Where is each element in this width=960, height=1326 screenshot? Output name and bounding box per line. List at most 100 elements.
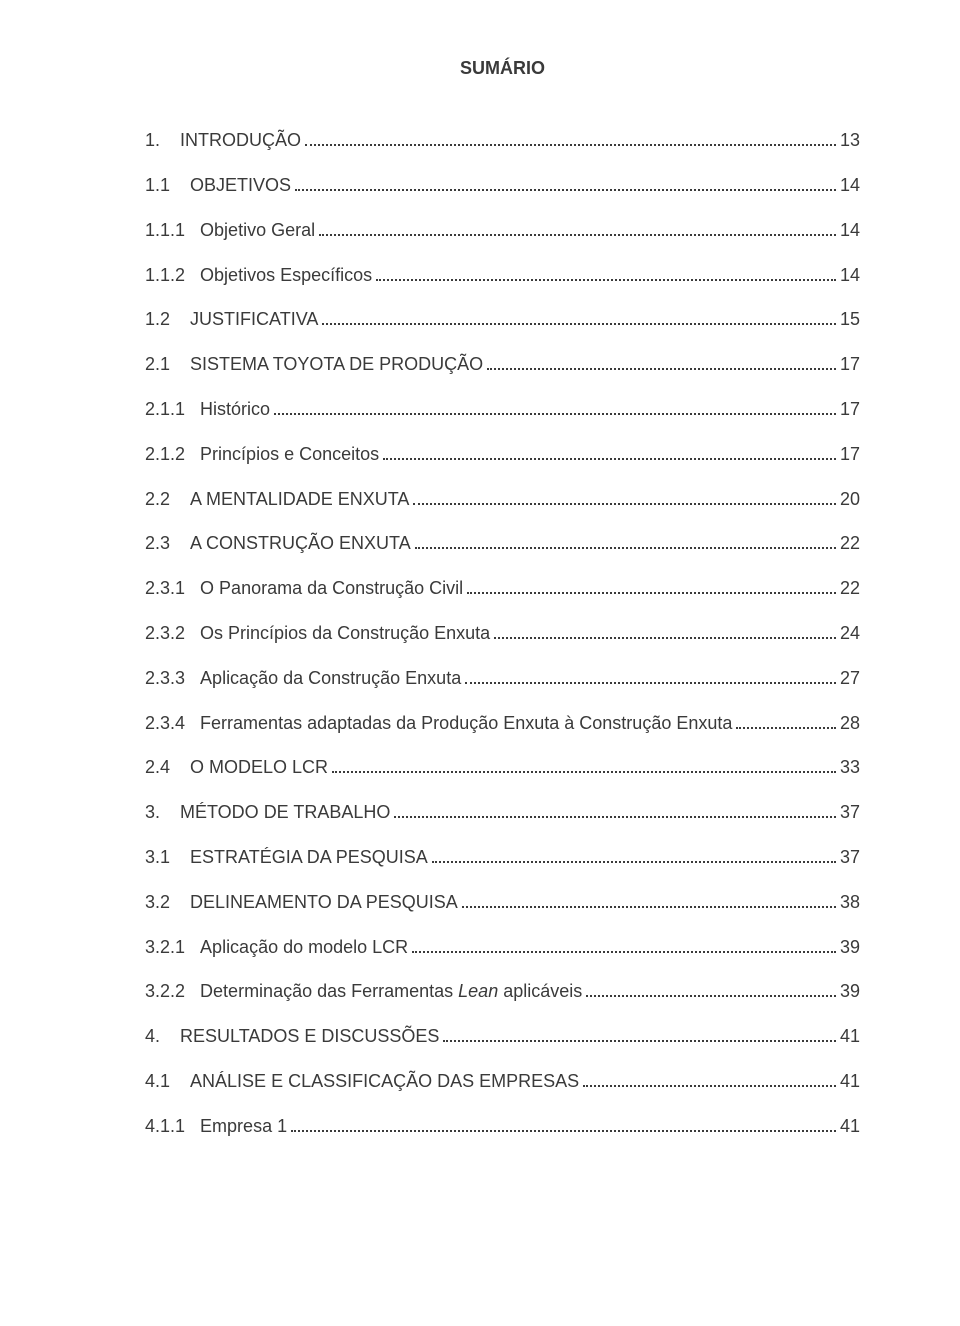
toc-entry-number: 1.1.2 (145, 264, 200, 287)
toc-entry-number: 3. (145, 801, 180, 824)
toc-entry-number: 2.3.4 (145, 712, 200, 735)
toc-entry-page: 24 (840, 622, 860, 645)
toc-entry: 2.3.2 Os Princípios da Construção Enxuta… (145, 622, 860, 645)
toc-entry-number: 4.1 (145, 1070, 190, 1093)
toc-entry-label: INTRODUÇÃO (180, 129, 301, 152)
toc-entry-page: 14 (840, 174, 860, 197)
toc-entry-label: Aplicação da Construção Enxuta (200, 667, 461, 690)
toc-leader-dots (467, 577, 836, 594)
toc-leader-dots (586, 980, 836, 997)
toc-entry: 2.1.1 Histórico 17 (145, 398, 860, 421)
toc-entry-label: ANÁLISE E CLASSIFICAÇÃO DAS EMPRESAS (190, 1070, 579, 1093)
toc-entry: 2.1 SISTEMA TOYOTA DE PRODUÇÃO17 (145, 353, 860, 376)
toc-entry-label: Histórico (200, 398, 270, 421)
toc-entry: 4. RESULTADOS E DISCUSSÕES41 (145, 1025, 860, 1048)
toc-leader-dots (322, 308, 836, 325)
toc-entry-label: Empresa 1 (200, 1115, 287, 1138)
toc-entry-page: 33 (840, 756, 860, 779)
toc-leader-dots (291, 1115, 836, 1132)
toc-entry-label: O MODELO LCR (190, 756, 328, 779)
toc-leader-dots (376, 263, 836, 280)
toc-leader-dots (415, 532, 836, 549)
toc-entry: 2.3.3 Aplicação da Construção Enxuta 27 (145, 667, 860, 690)
toc-entry-page: 41 (840, 1070, 860, 1093)
toc-entry-label: Determinação das Ferramentas Lean aplicá… (200, 980, 582, 1003)
toc-leader-dots (319, 219, 836, 236)
toc-entry-page: 37 (840, 801, 860, 824)
toc-entry-page: 20 (840, 488, 860, 511)
toc-entry-page: 39 (840, 936, 860, 959)
toc-leader-dots (465, 667, 836, 684)
toc-leader-dots (443, 1025, 836, 1042)
toc-entry: 2.1.2 Princípios e Conceitos 17 (145, 443, 860, 466)
toc-entry-page: 27 (840, 667, 860, 690)
toc-entry-number: 2.1.2 (145, 443, 200, 466)
toc-entry-page: 13 (840, 129, 860, 152)
toc-entry-label: DELINEAMENTO DA PESQUISA (190, 891, 458, 914)
toc-entry-page: 14 (840, 219, 860, 242)
toc-entry-number: 4. (145, 1025, 180, 1048)
toc-entry: 2.3.4 Ferramentas adaptadas da Produção … (145, 711, 860, 734)
toc-leader-dots (736, 711, 836, 728)
toc-leader-dots (413, 487, 836, 504)
toc-entry: 2.3.1 O Panorama da Construção Civil22 (145, 577, 860, 600)
toc-leader-dots (412, 935, 836, 952)
toc-entry-page: 37 (840, 846, 860, 869)
toc-leader-dots (332, 756, 836, 773)
toc-entry-number: 2.3 (145, 532, 190, 555)
toc-entry: 4.1.1 Empresa 1 41 (145, 1115, 860, 1138)
toc-leader-dots (305, 129, 836, 146)
toc-entry-page: 15 (840, 308, 860, 331)
document-page: SUMÁRIO 1. INTRODUÇÃO131.1 OBJETIVOS141.… (0, 0, 960, 1326)
toc-entry-label: A MENTALIDADE ENXUTA (190, 488, 409, 511)
toc-entry-number: 2.3.1 (145, 577, 200, 600)
toc-entry-number: 3.2.1 (145, 936, 200, 959)
toc-entry-label: OBJETIVOS (190, 174, 291, 197)
toc-entry-label: Aplicação do modelo LCR (200, 936, 408, 959)
toc-leader-dots (383, 443, 836, 460)
toc-entry: 3.2.2 Determinação das Ferramentas Lean … (145, 980, 860, 1003)
toc-entry: 1.1.1 Objetivo Geral 14 (145, 219, 860, 242)
page-title: SUMÁRIO (145, 58, 860, 79)
toc-entry-label: Objetivo Geral (200, 219, 315, 242)
toc-entry-number: 1.1.1 (145, 219, 200, 242)
toc-entry-number: 3.1 (145, 846, 190, 869)
toc-entry: 2.3 A CONSTRUÇÃO ENXUTA22 (145, 532, 860, 555)
toc-entry: 1. INTRODUÇÃO 13 (145, 129, 860, 152)
toc-entry: 3.1 ESTRATÉGIA DA PESQUISA 37 (145, 846, 860, 869)
toc-entry-number: 3.2 (145, 891, 190, 914)
toc-leader-dots (487, 353, 836, 370)
toc-entry-label: Princípios e Conceitos (200, 443, 379, 466)
toc-entry-page: 17 (840, 443, 860, 466)
toc-entry-number: 1. (145, 129, 180, 152)
toc-entry-number: 2.3.3 (145, 667, 200, 690)
toc-entry-label: RESULTADOS E DISCUSSÕES (180, 1025, 439, 1048)
toc-entry-number: 1.1 (145, 174, 190, 197)
toc-entry-number: 3.2.2 (145, 980, 200, 1003)
toc-entry-page: 41 (840, 1115, 860, 1138)
toc-entry-label: ESTRATÉGIA DA PESQUISA (190, 846, 428, 869)
toc-leader-dots (295, 174, 836, 191)
toc-entry: 3.2 DELINEAMENTO DA PESQUISA38 (145, 891, 860, 914)
toc-entry-number: 1.2 (145, 308, 190, 331)
toc-leader-dots (494, 622, 836, 639)
toc-entry-page: 39 (840, 980, 860, 1003)
toc-entry: 2.2 A MENTALIDADE ENXUTA20 (145, 487, 860, 510)
toc-entry-number: 2.1.1 (145, 398, 200, 421)
toc-leader-dots (432, 846, 836, 863)
toc-entry-label: A CONSTRUÇÃO ENXUTA (190, 532, 411, 555)
toc-entry: 1.1 OBJETIVOS 14 (145, 174, 860, 197)
toc-entry: 4.1 ANÁLISE E CLASSIFICAÇÃO DAS EMPRESAS… (145, 1070, 860, 1093)
toc-entry-label: SISTEMA TOYOTA DE PRODUÇÃO (190, 353, 483, 376)
toc-entry: 3. MÉTODO DE TRABALHO37 (145, 801, 860, 824)
toc-entry: 2.4 O MODELO LCR33 (145, 756, 860, 779)
toc-entry-number: 2.3.2 (145, 622, 200, 645)
toc-entry-page: 14 (840, 264, 860, 287)
toc-leader-dots (583, 1070, 836, 1087)
toc-entry-page: 17 (840, 353, 860, 376)
toc-entry-label: Os Princípios da Construção Enxuta (200, 622, 490, 645)
toc-entry-number: 4.1.1 (145, 1115, 200, 1138)
toc-entry-label: Ferramentas adaptadas da Produção Enxuta… (200, 712, 732, 735)
toc-entry-page: 17 (840, 398, 860, 421)
toc-entry-label: JUSTIFICATIVA (190, 308, 318, 331)
